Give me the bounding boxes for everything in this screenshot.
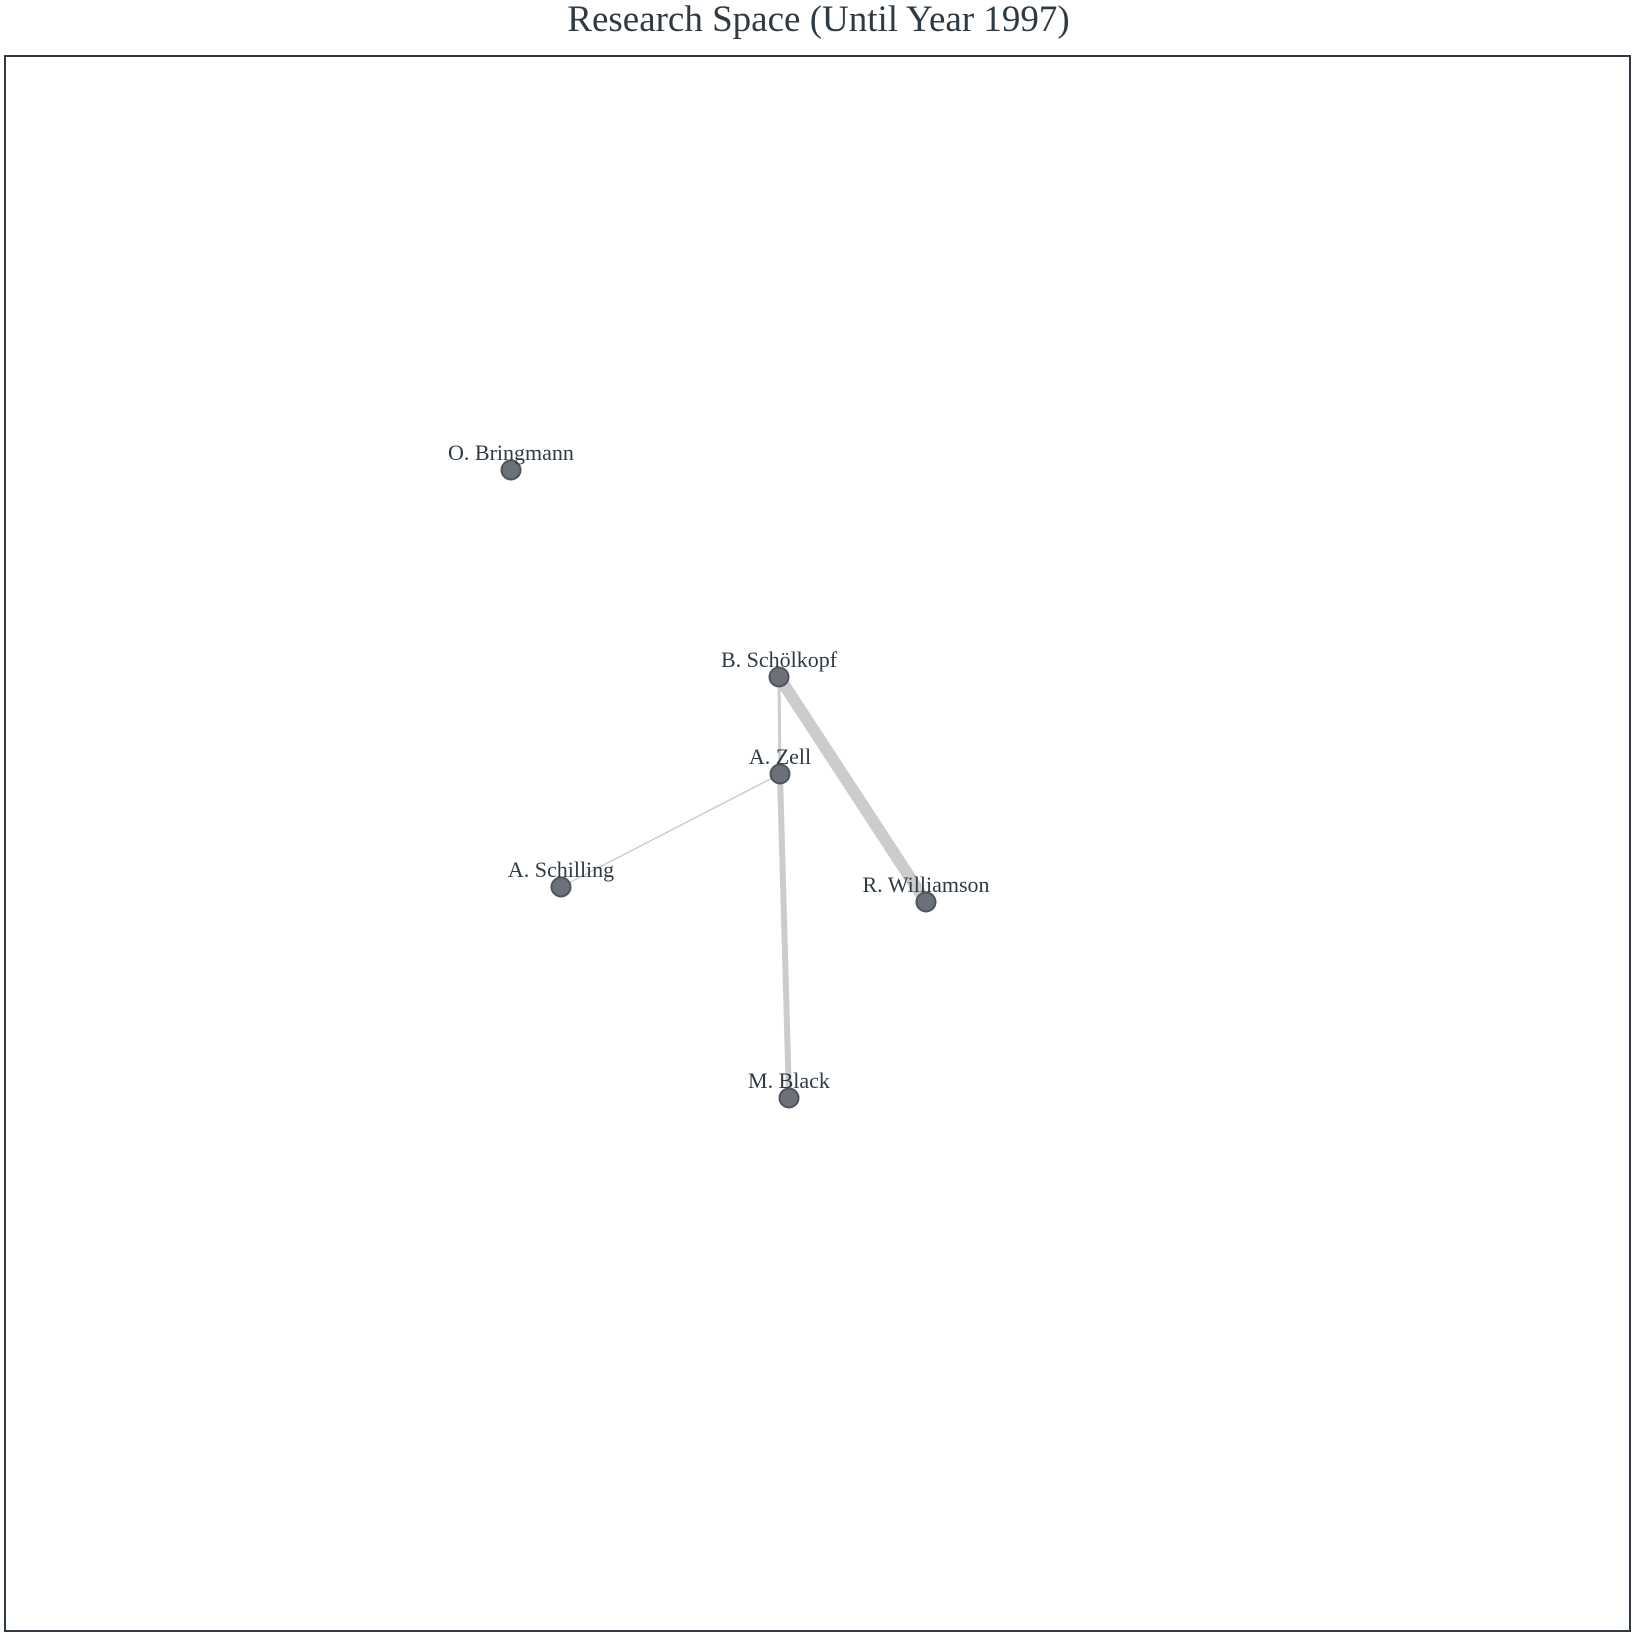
edge-zell-black bbox=[777, 771, 792, 1101]
chart-title: Research Space (Until Year 1997) bbox=[567, 0, 1070, 40]
node-zell[interactable] bbox=[769, 763, 791, 785]
node-label-black: M. Black bbox=[748, 1068, 830, 1093]
plot-frame bbox=[4, 55, 1631, 1632]
node-label-bringmann: O. Bringmann bbox=[448, 440, 574, 465]
edges-layer bbox=[560, 671, 932, 1101]
node-scholkopf[interactable] bbox=[768, 666, 790, 688]
node-label-scholkopf: B. Schölkopf bbox=[721, 647, 838, 672]
edge-zell-schilling bbox=[560, 773, 781, 888]
node-label-williamson: R. Williamson bbox=[862, 872, 989, 897]
node-schilling[interactable] bbox=[550, 876, 572, 898]
node-label-schilling: A. Schilling bbox=[508, 857, 614, 882]
node-bringmann[interactable] bbox=[500, 459, 522, 481]
edge-scholkopf-zell bbox=[777, 675, 782, 776]
node-label-zell: A. Zell bbox=[749, 744, 811, 769]
node-williamson[interactable] bbox=[915, 891, 937, 913]
labels-layer: O. Bringmann B. Schölkopf A. Zell A. Schill… bbox=[448, 440, 989, 1093]
node-black[interactable] bbox=[778, 1087, 800, 1109]
edge-scholkopf-williamson bbox=[773, 671, 932, 908]
nodes-layer bbox=[500, 459, 937, 1109]
